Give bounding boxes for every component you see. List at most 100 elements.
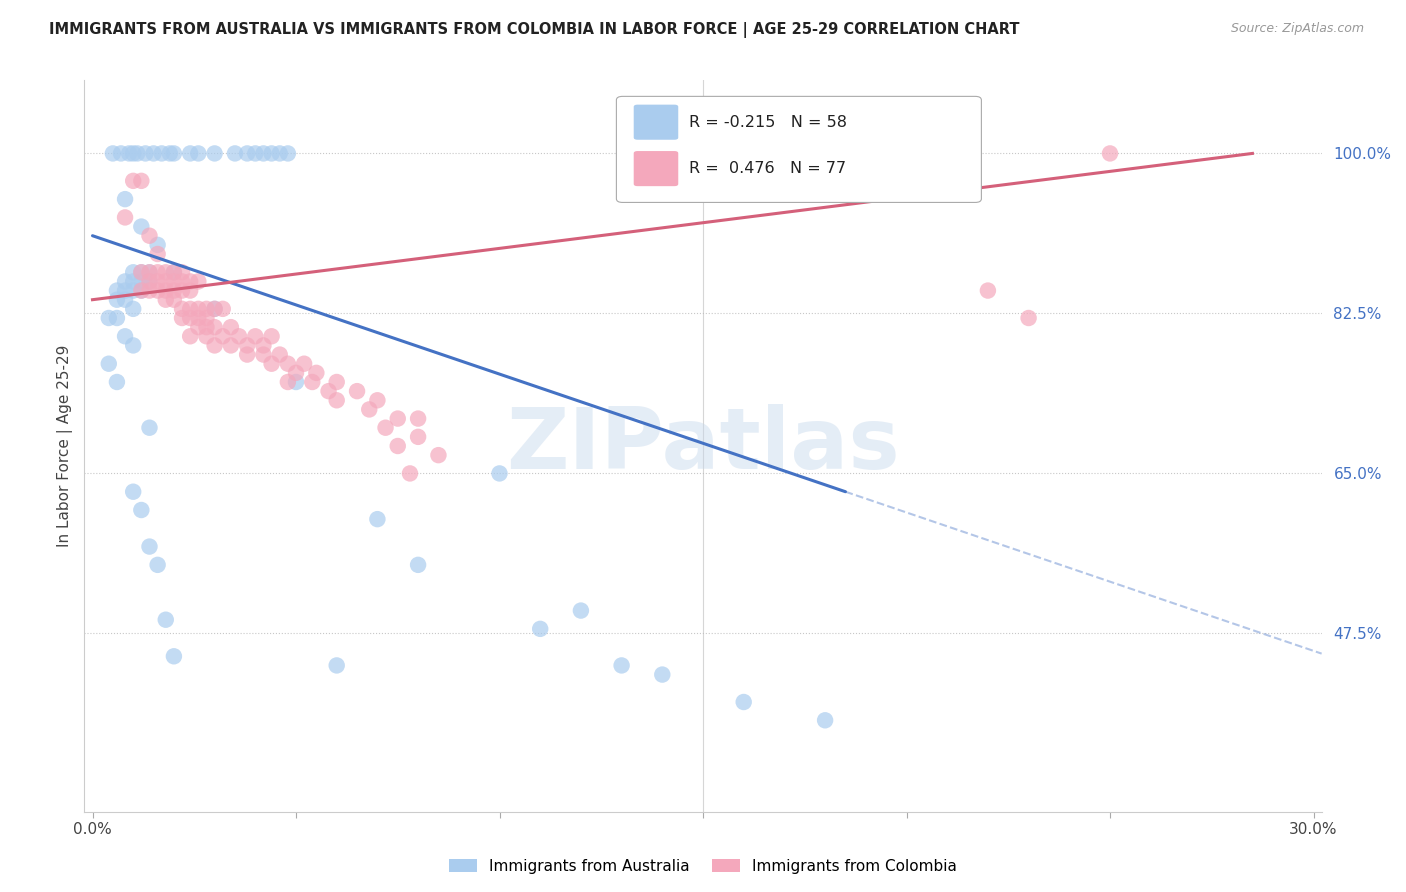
Point [146, 247, 169, 261]
Point [179, 329, 201, 343]
Point [236, 348, 259, 362]
Point [374, 421, 396, 435]
Legend: Immigrants from Australia, Immigrants from Colombia: Immigrants from Australia, Immigrants fr… [443, 853, 963, 880]
Point [138, 275, 160, 289]
Point [269, 348, 291, 362]
Point [346, 384, 368, 399]
Point [204, 320, 226, 334]
Point [195, 320, 218, 334]
Point [179, 301, 201, 316]
Point [163, 265, 186, 279]
Point [277, 357, 299, 371]
Point [977, 284, 1000, 298]
Point [131, 265, 153, 279]
Point [814, 714, 837, 728]
Point [146, 265, 169, 279]
Point [260, 357, 283, 371]
Point [155, 275, 177, 289]
Point [131, 284, 153, 298]
Point [318, 384, 340, 399]
Text: ZIPatlas: ZIPatlas [506, 404, 900, 488]
Point [252, 146, 274, 161]
Point [150, 146, 173, 161]
Point [236, 146, 259, 161]
Y-axis label: In Labor Force | Age 25-29: In Labor Force | Age 25-29 [58, 345, 73, 547]
Point [406, 430, 429, 444]
Point [406, 558, 429, 572]
Point [163, 284, 186, 298]
Point [236, 338, 259, 352]
Point [131, 503, 153, 517]
Point [366, 393, 388, 408]
Point [325, 393, 347, 408]
Point [146, 238, 169, 252]
Point [610, 658, 633, 673]
Point [187, 311, 209, 326]
Point [529, 622, 551, 636]
Point [134, 146, 156, 161]
Point [131, 219, 153, 234]
Point [105, 293, 128, 307]
Point [170, 265, 193, 279]
Point [155, 265, 177, 279]
Point [163, 275, 186, 289]
Point [228, 329, 250, 343]
Point [163, 265, 186, 279]
Point [101, 146, 124, 161]
Point [146, 558, 169, 572]
Point [131, 284, 153, 298]
Point [1018, 311, 1040, 326]
Point [187, 320, 209, 334]
Text: R = -0.215   N = 58: R = -0.215 N = 58 [689, 115, 848, 129]
Point [170, 301, 193, 316]
Point [204, 301, 226, 316]
Point [187, 146, 209, 161]
Point [179, 146, 201, 161]
Point [138, 421, 160, 435]
Point [387, 411, 409, 425]
Point [105, 284, 128, 298]
Point [399, 467, 422, 481]
Point [211, 301, 233, 316]
Point [187, 275, 209, 289]
Text: Source: ZipAtlas.com: Source: ZipAtlas.com [1230, 22, 1364, 36]
Point [163, 146, 186, 161]
Point [427, 448, 450, 462]
Point [138, 284, 160, 298]
Point [155, 613, 177, 627]
Point [179, 311, 201, 326]
Point [127, 146, 149, 161]
Point [301, 375, 323, 389]
Point [292, 357, 315, 371]
Point [105, 375, 128, 389]
Point [97, 357, 120, 371]
Point [131, 275, 153, 289]
Point [245, 329, 267, 343]
Point [163, 649, 186, 664]
Point [110, 146, 132, 161]
Point [195, 329, 218, 343]
Point [131, 265, 153, 279]
Point [211, 329, 233, 343]
Point [114, 293, 136, 307]
Point [146, 284, 169, 298]
Point [122, 174, 145, 188]
Point [122, 284, 145, 298]
Point [122, 484, 145, 499]
Point [155, 284, 177, 298]
Point [1098, 146, 1121, 161]
Point [387, 439, 409, 453]
Point [170, 275, 193, 289]
Point [305, 366, 328, 380]
Point [138, 265, 160, 279]
Point [285, 366, 308, 380]
Point [179, 275, 201, 289]
Point [224, 146, 246, 161]
Point [569, 604, 592, 618]
FancyBboxPatch shape [634, 104, 678, 140]
Point [204, 301, 226, 316]
Point [122, 146, 145, 161]
Point [359, 402, 381, 417]
Point [138, 265, 160, 279]
Point [204, 338, 226, 352]
